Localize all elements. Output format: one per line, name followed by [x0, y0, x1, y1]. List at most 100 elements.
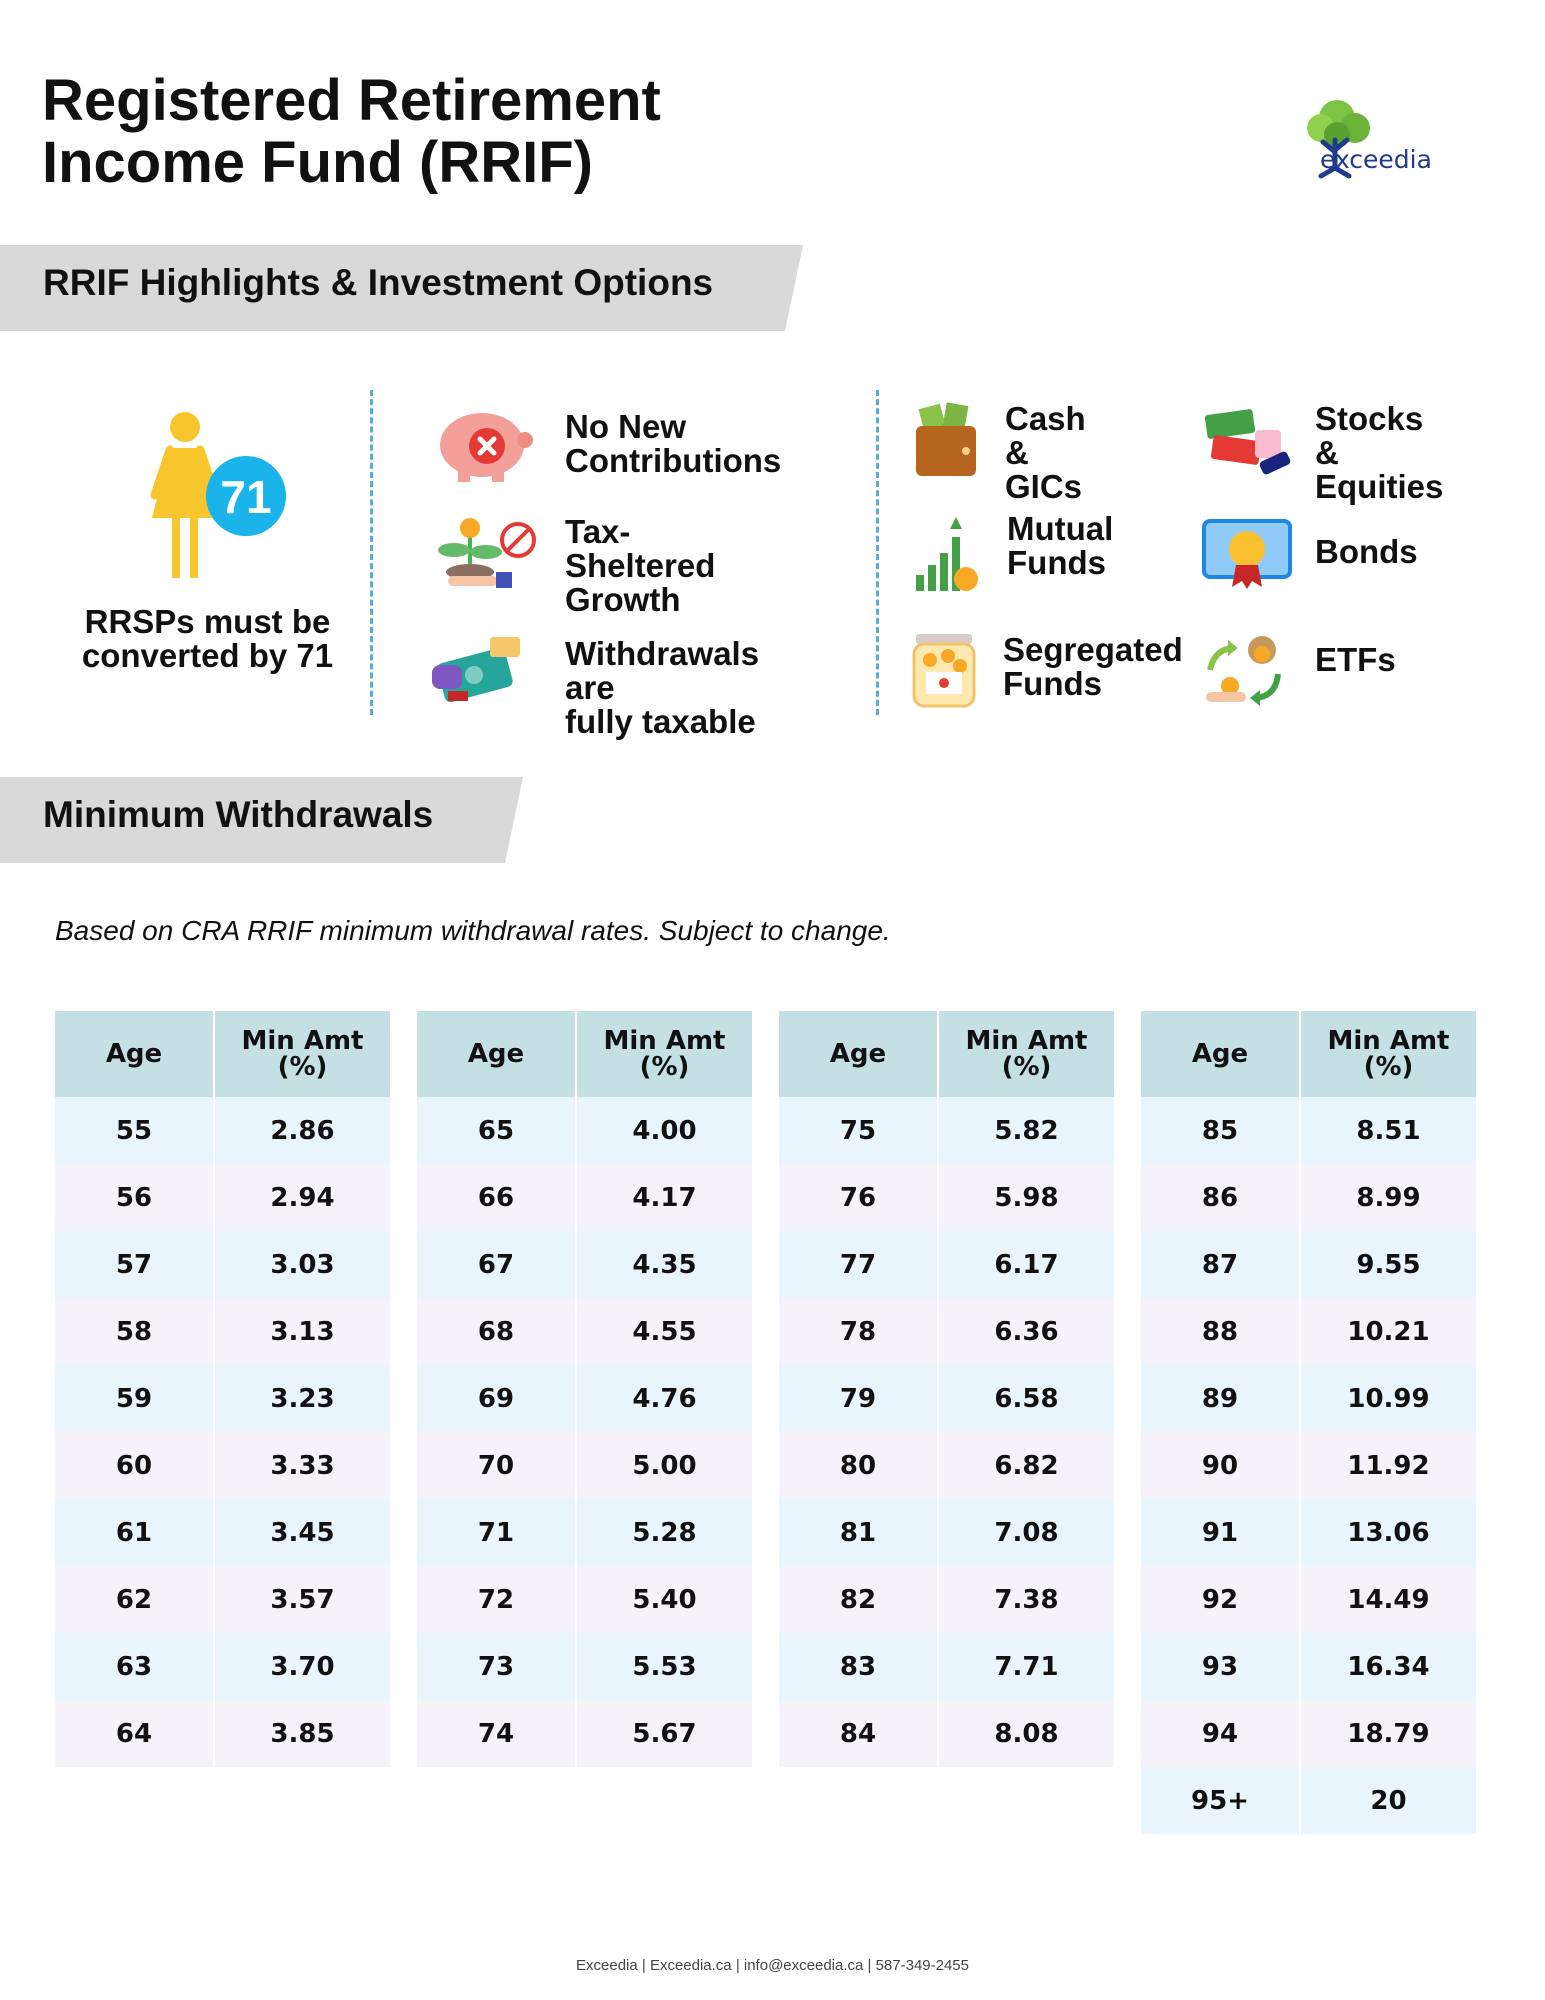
min-amount-cell: 10.99 — [1301, 1365, 1476, 1432]
age-cell: 69 — [417, 1365, 575, 1432]
option-label-line: Bonds — [1315, 533, 1418, 570]
age-cell: 63 — [55, 1633, 213, 1700]
convert-note: RRSPs must be converted by 71 — [50, 605, 365, 673]
table-row: 76 5.98 — [779, 1164, 1114, 1231]
age-cell: 66 — [417, 1164, 575, 1231]
convert-line-1: RRSPs must be — [84, 603, 331, 640]
option-label-line: Funds — [1003, 665, 1102, 702]
min-amount-cell: 6.36 — [939, 1298, 1114, 1365]
table-row: 92 14.49 — [1141, 1566, 1476, 1633]
min-amount-cell: 5.82 — [939, 1097, 1114, 1164]
age-cell: 65 — [417, 1097, 575, 1164]
min-amount-cell: 4.00 — [577, 1097, 752, 1164]
min-amount-cell: 8.08 — [939, 1700, 1114, 1767]
feature-label: No New Contributions — [565, 410, 781, 478]
column-header-age: Age — [1141, 1011, 1299, 1097]
min-amount-cell: 6.58 — [939, 1365, 1114, 1432]
table-row: 95+ 20 — [1141, 1767, 1476, 1834]
min-amount-cell: 6.82 — [939, 1432, 1114, 1499]
wallet-cash-icon — [916, 402, 976, 476]
min-amount-cell: 4.35 — [577, 1231, 752, 1298]
column-header-min-amt: Min Amt (%) — [577, 1011, 752, 1097]
age-cell: 56 — [55, 1164, 213, 1231]
table-row: 82 7.38 — [779, 1566, 1114, 1633]
piggy-bank-cross-icon — [440, 413, 533, 482]
age-cell: 95+ — [1141, 1767, 1299, 1834]
table-row: 93 16.34 — [1141, 1633, 1476, 1700]
min-amount-cell: 4.55 — [577, 1298, 752, 1365]
age-cell: 72 — [417, 1566, 575, 1633]
age-cell: 59 — [55, 1365, 213, 1432]
withdrawal-table: Age Min Amt (%) 75 5.82 76 5.98 77 6.17 78 6.36 79 6… — [777, 1011, 1116, 1767]
column-header-line: (%) — [277, 1052, 328, 1082]
option-label: Segregated Funds — [1003, 633, 1183, 701]
table-row: 58 3.13 — [55, 1298, 390, 1365]
min-amount-cell: 5.28 — [577, 1499, 752, 1566]
table-row: 70 5.00 — [417, 1432, 752, 1499]
column-header-line: Min Amt — [603, 1026, 726, 1056]
withdrawal-table: Age Min Amt (%) 65 4.00 66 4.17 67 4.35 68 4.55 69 4… — [415, 1011, 754, 1767]
age-cell: 70 — [417, 1432, 575, 1499]
withdrawal-table: Age Min Amt (%) 55 2.86 56 2.94 57 3.03 58 3.13 59 3… — [53, 1011, 392, 1767]
table-row: 89 10.99 — [1141, 1365, 1476, 1432]
min-amount-cell: 2.94 — [215, 1164, 390, 1231]
age-cell: 79 — [779, 1365, 937, 1432]
woman-age-71-icon — [150, 412, 220, 578]
min-amount-cell: 3.45 — [215, 1499, 390, 1566]
column-header-line: Min Amt — [1327, 1026, 1450, 1056]
dashed-divider — [370, 390, 373, 715]
feature-label-line: Growth — [565, 581, 681, 618]
age-cell: 76 — [779, 1164, 937, 1231]
min-amount-cell: 18.79 — [1301, 1700, 1476, 1767]
table-row: 83 7.71 — [779, 1633, 1114, 1700]
min-amount-cell: 3.57 — [215, 1566, 390, 1633]
age-cell: 68 — [417, 1298, 575, 1365]
min-amount-cell: 7.71 — [939, 1633, 1114, 1700]
table-row: 88 10.21 — [1141, 1298, 1476, 1365]
min-amount-cell: 8.99 — [1301, 1164, 1476, 1231]
column-header-min-amt: Min Amt (%) — [1301, 1011, 1476, 1097]
min-amount-cell: 2.86 — [215, 1097, 390, 1164]
option-label: Stocks & Equities — [1315, 402, 1443, 504]
age-cell: 77 — [779, 1231, 937, 1298]
table-row: 73 5.53 — [417, 1633, 752, 1700]
age-cell: 58 — [55, 1298, 213, 1365]
convert-line-2: converted by 71 — [81, 637, 334, 674]
age-cell: 90 — [1141, 1432, 1299, 1499]
min-amount-cell: 9.55 — [1301, 1231, 1476, 1298]
coin-jar-icon — [912, 634, 976, 708]
column-header-line: Min Amt — [965, 1026, 1088, 1056]
min-amount-cell: 11.92 — [1301, 1432, 1476, 1499]
table-header-row: Age Min Amt (%) — [417, 1011, 752, 1097]
table-row: 66 4.17 — [417, 1164, 752, 1231]
age-cell: 73 — [417, 1633, 575, 1700]
min-amount-cell: 6.17 — [939, 1231, 1114, 1298]
min-amount-cell: 5.67 — [577, 1700, 752, 1767]
table-row: 72 5.40 — [417, 1566, 752, 1633]
min-amount-cell: 16.34 — [1301, 1633, 1476, 1700]
table-row: 69 4.76 — [417, 1365, 752, 1432]
column-header-age: Age — [779, 1011, 937, 1097]
column-header-line: (%) — [1001, 1052, 1052, 1082]
min-amount-cell: 3.03 — [215, 1231, 390, 1298]
feature-label-line: Tax-Sheltered — [565, 513, 716, 584]
table-row: 74 5.67 — [417, 1700, 752, 1767]
feature-label-line: No New — [565, 408, 687, 445]
column-header-line: (%) — [639, 1052, 690, 1082]
person-age-figure: 71 — [140, 410, 300, 590]
min-amount-cell: 3.70 — [215, 1633, 390, 1700]
option-label-line: Cash & — [1005, 400, 1086, 471]
plant-tax-icon — [438, 518, 536, 588]
rates-note: Based on CRA RRIF minimum withdrawal rat… — [55, 915, 891, 946]
table-row: 59 3.23 — [55, 1365, 390, 1432]
table-row: 79 6.58 — [779, 1365, 1114, 1432]
option-label: Mutual Funds — [1007, 512, 1113, 580]
table-row: 75 5.82 — [779, 1097, 1114, 1164]
stocks-buy-sell-icon — [1204, 409, 1291, 475]
age-cell: 78 — [779, 1298, 937, 1365]
option-label-line: Equities — [1315, 468, 1444, 505]
age-cell: 85 — [1141, 1097, 1299, 1164]
age-cell: 57 — [55, 1231, 213, 1298]
column-header-min-amt: Min Amt (%) — [215, 1011, 390, 1097]
age-cell: 91 — [1141, 1499, 1299, 1566]
